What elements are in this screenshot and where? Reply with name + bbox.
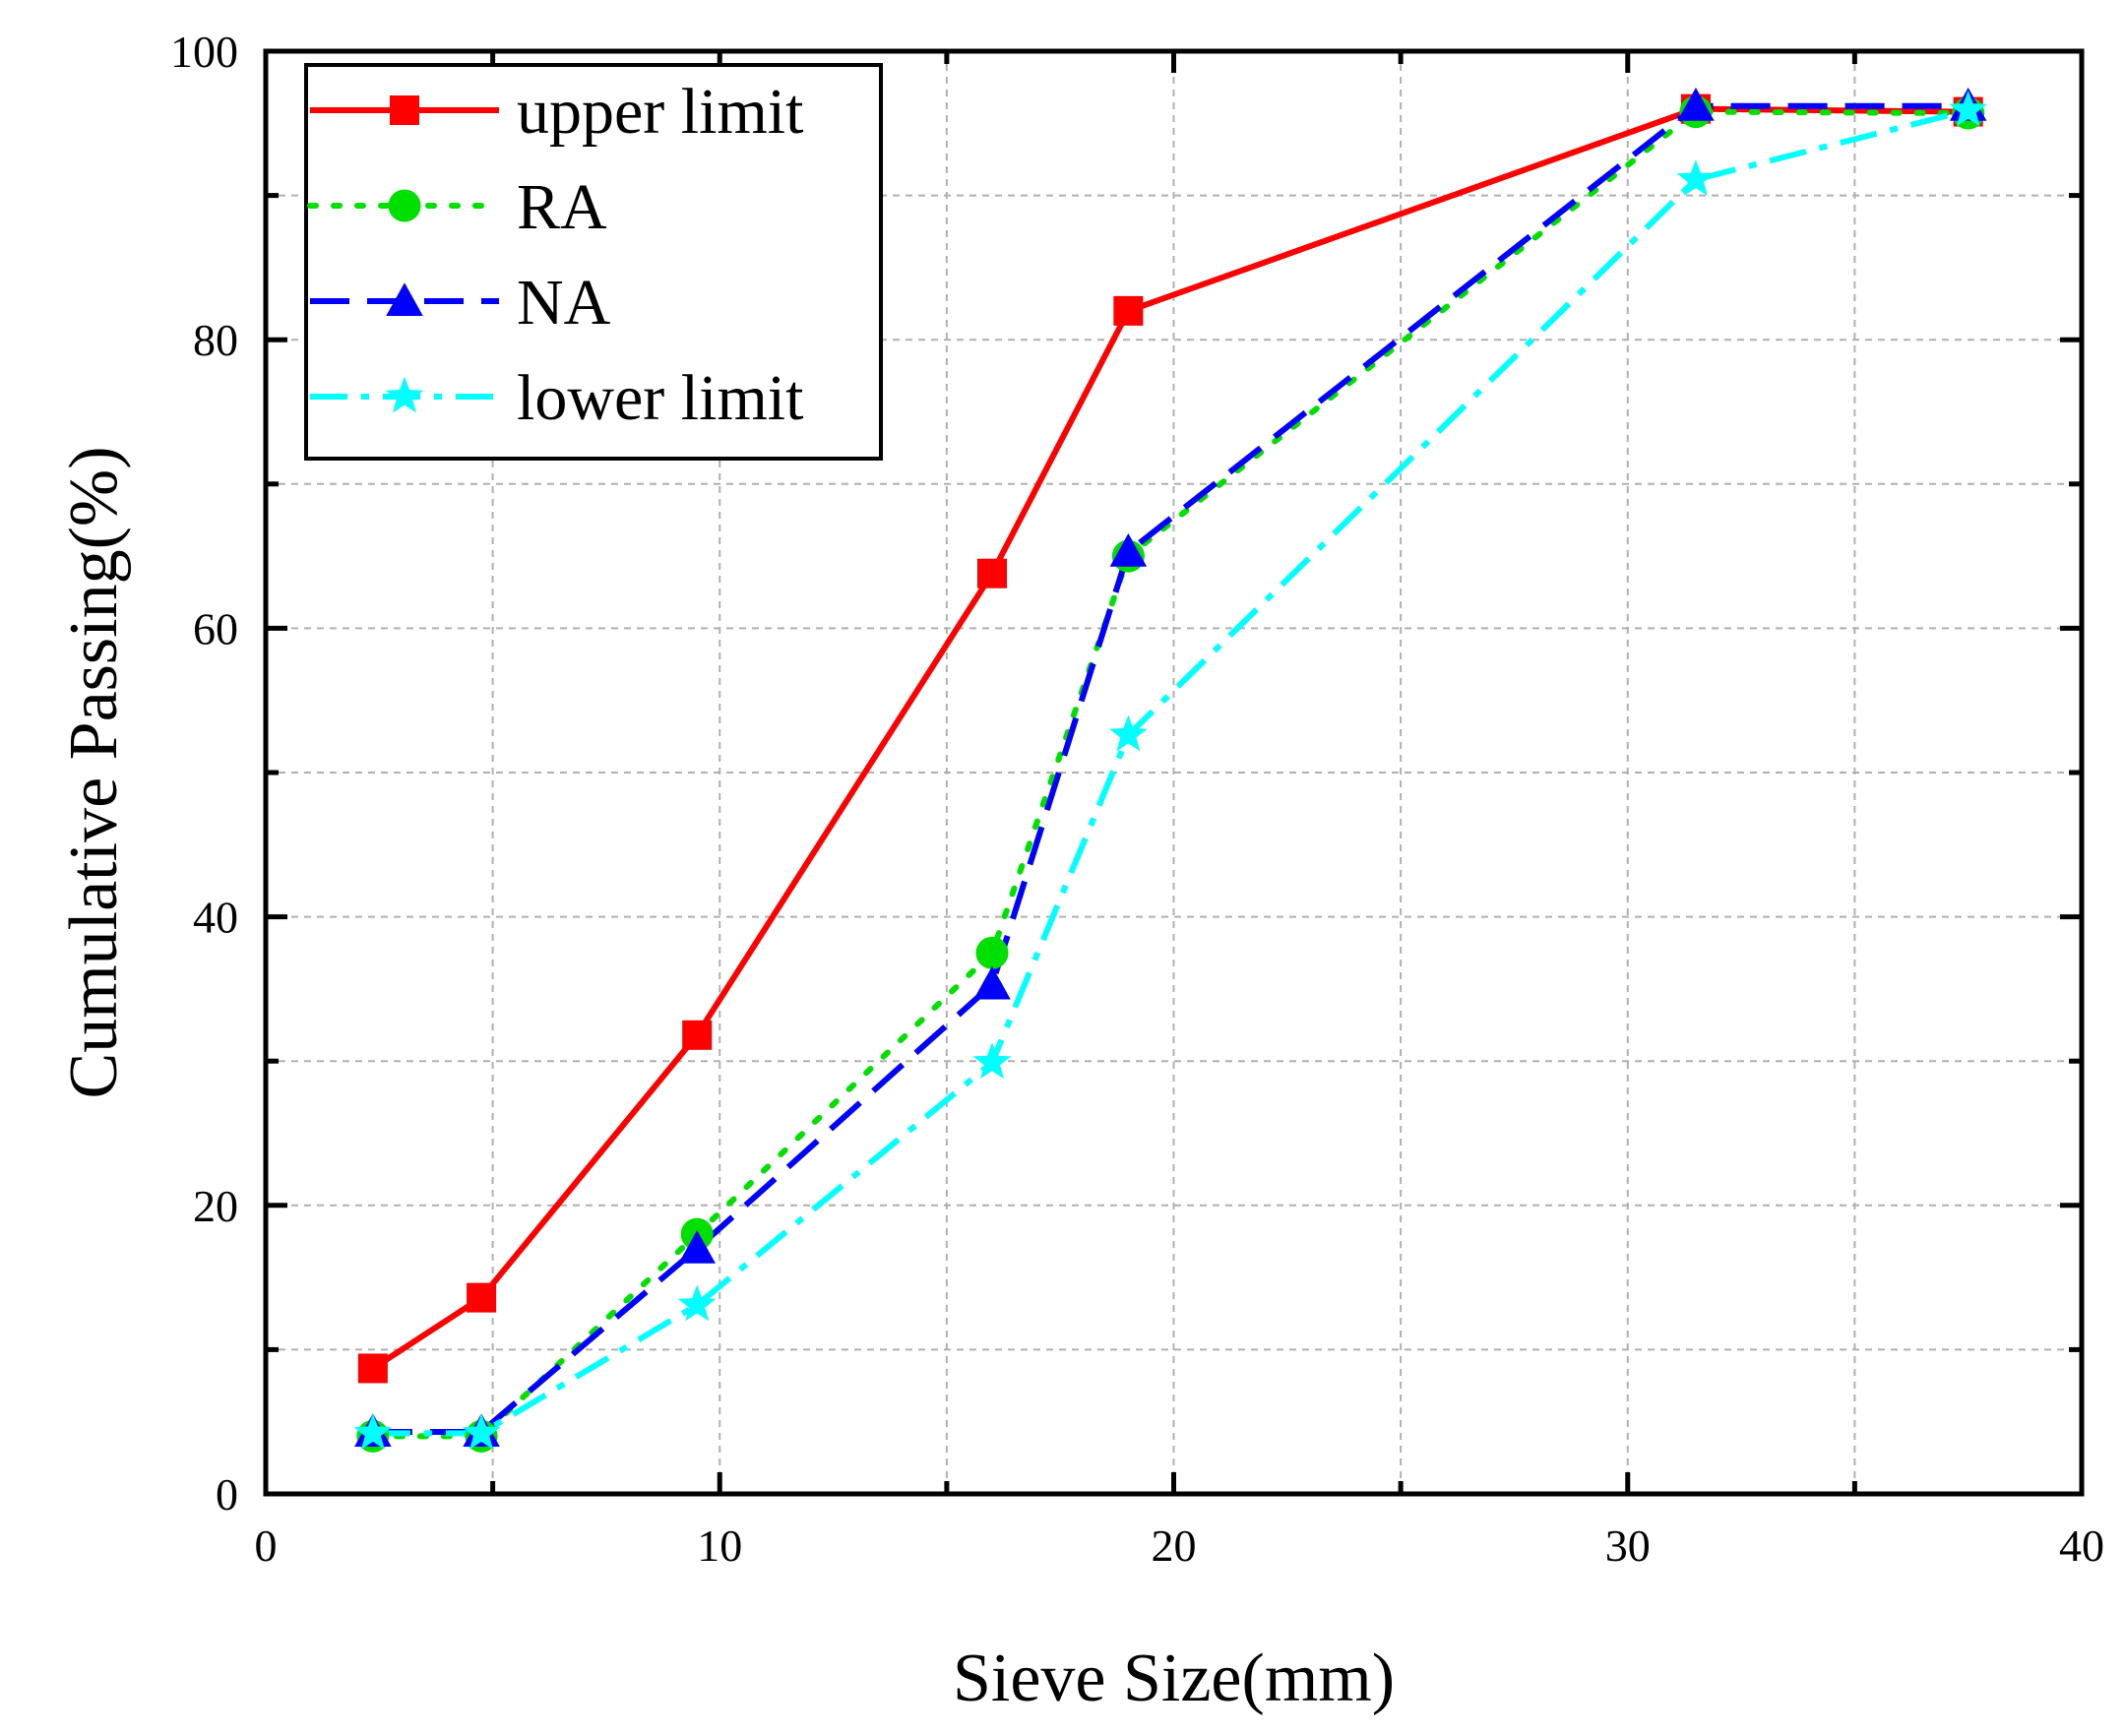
legend-label-lower-limit: lower limit <box>517 362 803 434</box>
y-tick-label: 0 <box>216 1469 238 1519</box>
x-tick-label: 30 <box>1605 1520 1651 1571</box>
legend-marker-na <box>386 282 423 316</box>
data-point-ra <box>975 936 1009 969</box>
data-point-upper-limit <box>1113 295 1144 326</box>
x-axis-title: Sieve Size(mm) <box>953 1641 1395 1716</box>
data-point-lower-limit <box>972 1042 1012 1079</box>
x-tick-label: 40 <box>2059 1520 2104 1571</box>
y-tick-label: 40 <box>193 893 238 943</box>
data-point-upper-limit <box>682 1020 713 1050</box>
y-tick-label: 100 <box>170 27 238 77</box>
data-point-lower-limit <box>1676 159 1716 196</box>
x-tick-label: 10 <box>697 1520 742 1571</box>
axis-ticks <box>263 48 2085 1497</box>
y-tick-label: 60 <box>193 603 238 653</box>
legend-label-upper-limit: upper limit <box>517 76 803 148</box>
data-point-lower-limit <box>1949 90 1987 127</box>
data-point-na <box>678 1230 716 1264</box>
legend-label-na: NA <box>517 267 611 339</box>
legend: upper limit RA NA lower limit <box>304 63 883 461</box>
data-point-na <box>1677 87 1715 121</box>
data-point-na <box>973 965 1011 1000</box>
tick-labels: 0 10 20 30 40 0 20 40 60 80 100 <box>170 27 2104 1571</box>
legend-marker-upper-limit <box>390 95 419 125</box>
legend-marker-lower-limit <box>385 376 424 413</box>
y-tick-label: 80 <box>193 315 238 365</box>
data-point-lower-limit <box>353 1413 393 1450</box>
y-tick-label: 20 <box>193 1181 238 1231</box>
x-tick-label: 0 <box>255 1520 278 1571</box>
grid-lines <box>266 51 2082 1494</box>
data-point-na <box>1109 532 1148 567</box>
y-axis-title: Cumulative Passing(%) <box>56 447 132 1099</box>
data-point-upper-limit <box>467 1282 497 1313</box>
data-point-upper-limit <box>357 1353 388 1384</box>
legend-label-ra: RA <box>517 171 607 243</box>
data-point-lower-limit <box>677 1284 717 1322</box>
data-point-lower-limit <box>462 1413 501 1450</box>
legend-marker-ra <box>388 189 421 222</box>
x-tick-label: 20 <box>1152 1520 1197 1571</box>
series-markers <box>353 87 1987 1453</box>
data-point-lower-limit <box>1109 714 1148 752</box>
data-point-upper-limit <box>977 558 1007 589</box>
